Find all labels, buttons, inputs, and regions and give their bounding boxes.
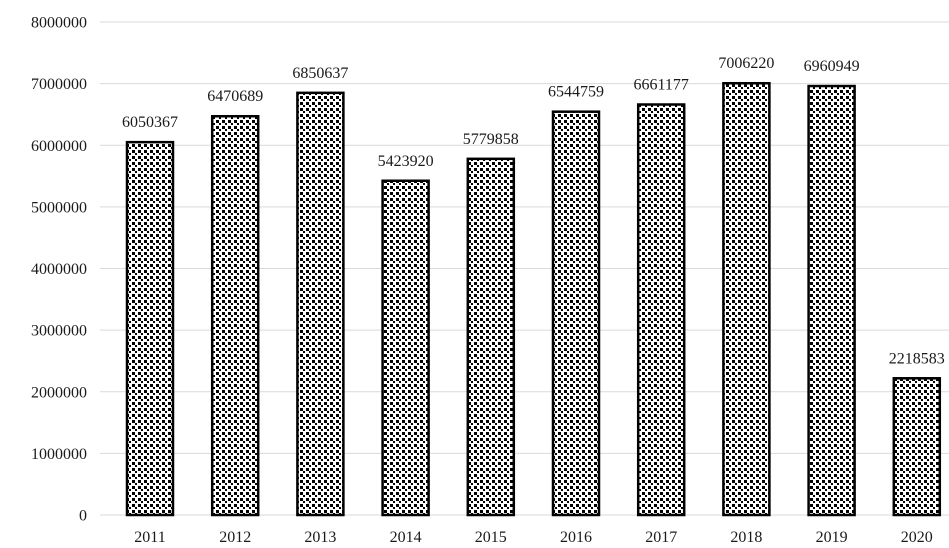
y-tick-label: 4000000 (31, 261, 87, 278)
y-tick-label: 6000000 (31, 138, 87, 155)
bar-2017 (636, 103, 686, 517)
y-tick-label: 3000000 (31, 323, 87, 340)
bar-2013 (296, 91, 345, 517)
bars (125, 81, 942, 517)
x-tick-label-2013: 2013 (304, 529, 336, 546)
bar-2016 (551, 110, 601, 517)
data-label-2020: 2218583 (889, 350, 945, 367)
data-label-2015: 5779858 (463, 131, 519, 148)
data-label-2016: 6544759 (548, 84, 604, 101)
bar-2019 (807, 84, 856, 517)
x-tick-label-2017: 2017 (645, 529, 677, 546)
data-labels: 6050367 6470689 6850637 5423920 5779858 65447… (122, 55, 945, 367)
y-tick-label: 2000000 (31, 384, 87, 401)
y-tick-label: 1000000 (31, 446, 87, 463)
bar-2012 (210, 114, 260, 517)
x-tick-label-2020: 2020 (901, 529, 933, 546)
data-label-2018: 7006220 (718, 55, 774, 72)
bar-2020 (892, 377, 942, 517)
y-tick-label: 5000000 (31, 199, 87, 216)
x-axis-tick-labels: 2011 2012 2013 2014 2015 2016 2017 2018 2019 2020 (134, 529, 933, 546)
data-label-2012: 6470689 (207, 88, 263, 105)
x-tick-label-2012: 2012 (219, 529, 251, 546)
y-axis-tick-labels: 0 1000000 2000000 3000000 4000000 5000000 6000… (31, 15, 87, 525)
bar-2014 (381, 179, 430, 517)
y-tick-label: 8000000 (31, 15, 87, 32)
x-tick-label-2011: 2011 (134, 529, 165, 546)
x-tick-label-2015: 2015 (475, 529, 507, 546)
data-label-2017: 6661177 (633, 77, 688, 94)
x-tick-label-2018: 2018 (730, 529, 762, 546)
x-tick-label-2016: 2016 (560, 529, 592, 546)
y-tick-label: 7000000 (31, 76, 87, 93)
x-tick-label-2014: 2014 (390, 529, 422, 546)
data-label-2014: 5423920 (378, 153, 434, 170)
bar-2011 (125, 140, 175, 517)
bar-2015 (466, 157, 516, 517)
data-label-2019: 6960949 (804, 58, 860, 75)
y-tick-label: 0 (79, 508, 87, 525)
x-tick-label-2019: 2019 (816, 529, 848, 546)
data-label-2011: 6050367 (122, 114, 178, 131)
data-label-2013: 6850637 (292, 65, 348, 82)
bar-2018 (722, 81, 771, 517)
